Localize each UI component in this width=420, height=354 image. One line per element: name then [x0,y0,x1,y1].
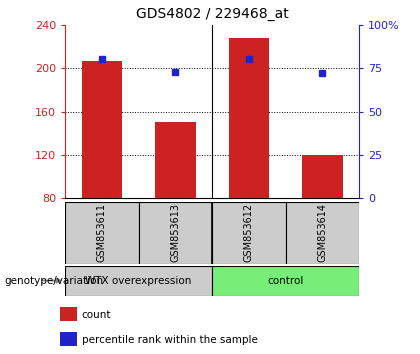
Text: GSM853612: GSM853612 [244,203,254,262]
Bar [60,332,77,346]
Bar [60,307,77,321]
Bar [65,202,139,264]
Bar [286,202,359,264]
Bar [139,202,212,264]
Bar [81,61,122,198]
Text: GSM853613: GSM853613 [171,203,180,262]
Bar [302,155,343,198]
Bar [65,266,212,296]
Text: WTX overexpression: WTX overexpression [85,275,192,286]
Text: percentile rank within the sample: percentile rank within the sample [81,335,257,344]
Bar [212,202,286,264]
Bar [212,266,359,296]
Text: control: control [268,275,304,286]
Bar [228,38,269,198]
Text: genotype/variation: genotype/variation [4,275,103,286]
Title: GDS4802 / 229468_at: GDS4802 / 229468_at [136,7,289,21]
Text: count: count [81,310,111,320]
Text: GSM853614: GSM853614 [318,203,327,262]
Text: GSM853611: GSM853611 [97,203,107,262]
Bar [155,122,196,198]
